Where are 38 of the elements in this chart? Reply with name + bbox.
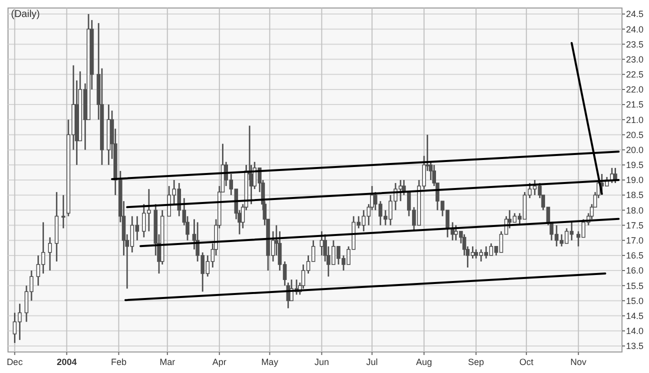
y-tick-label: 19.5	[626, 160, 644, 170]
x-tick-label: Nov	[570, 357, 587, 367]
x-tick-label: Dec	[6, 357, 24, 367]
x-tick-label: Sep	[468, 357, 484, 367]
candlestick	[61, 194, 66, 229]
y-tick-label: 16.0	[626, 266, 644, 276]
chart-title: (Daily)	[11, 9, 40, 20]
y-tick-label: 20.5	[626, 130, 644, 140]
x-tick-label: Jul	[366, 357, 378, 367]
candlestick	[48, 236, 52, 272]
y-tick-label: 15.0	[626, 296, 644, 306]
y-tick-label: 15.5	[626, 280, 644, 291]
x-tick-label: Oct	[519, 357, 534, 367]
y-tick-label: 18.0	[626, 205, 644, 216]
y-tick-label: 22.5	[626, 70, 644, 80]
y-tick-label: 20.0	[626, 144, 644, 155]
y-tick-label: 23.0	[626, 54, 644, 64]
y-tick-label: 21.0	[626, 114, 644, 125]
y-tick-label: 23.5	[626, 39, 644, 50]
y-tick-label: 16.5	[626, 250, 644, 261]
y-tick-label: 17.5	[626, 220, 644, 230]
x-tick-label: 2004	[56, 357, 77, 367]
x-tick-label: Jun	[314, 357, 329, 367]
y-tick-label: 18.5	[626, 190, 644, 200]
y-tick-label: 19.0	[626, 175, 644, 186]
y-tick-label: 24.5	[626, 9, 644, 20]
y-tick-label: 14.5	[626, 310, 644, 321]
y-tick-label: 22.0	[626, 84, 644, 95]
x-tick-label: Mar	[160, 357, 176, 367]
x-tick-label: Apr	[212, 357, 226, 367]
y-tick-label: 24.0	[626, 24, 644, 34]
x-tick-label: Aug	[416, 357, 432, 367]
y-tick-label: 21.5	[626, 100, 644, 110]
y-tick-label: 17.0	[626, 236, 644, 246]
y-tick-label: 13.5	[626, 341, 644, 352]
x-tick-label: May	[261, 357, 279, 367]
y-tick-label: 14.0	[626, 326, 644, 336]
x-tick-label: Feb	[110, 357, 126, 367]
